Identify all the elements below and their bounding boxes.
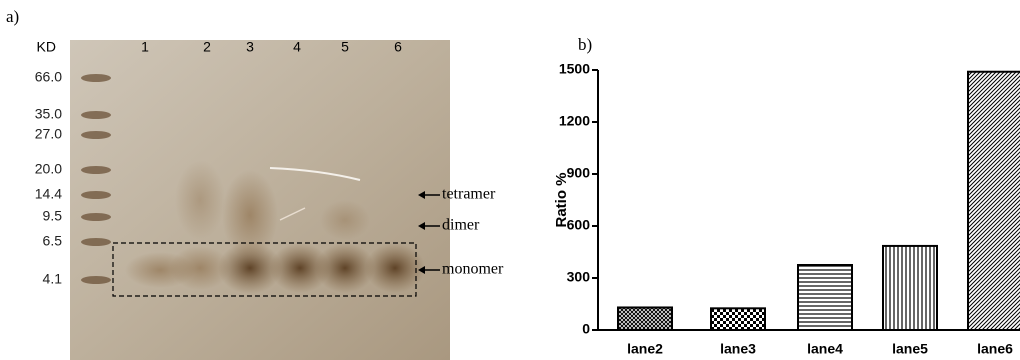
lane-label: 3 [246, 39, 254, 55]
page: {"gel": {"panel_label": "a)", "marker_he… [0, 0, 1020, 360]
annotation: monomer [442, 261, 504, 278]
marker-label: 20.0 [35, 161, 62, 177]
lane-label: 2 [203, 39, 211, 55]
x-tick-label: lane4 [807, 341, 843, 357]
marker-label: 27.0 [35, 126, 62, 142]
annotation: dimer [442, 217, 480, 234]
bar [883, 246, 937, 330]
bar [711, 308, 765, 330]
ladder-band [81, 213, 111, 221]
ladder-band [81, 166, 111, 174]
lane-label: 6 [394, 39, 402, 55]
ladder-band [81, 238, 111, 246]
ladder-band [81, 131, 111, 139]
ladder-band [81, 111, 111, 119]
ladder-band [81, 191, 111, 199]
marker-label: 4.1 [43, 271, 63, 287]
ladder-band [81, 74, 111, 82]
y-tick-label: 600 [567, 217, 591, 233]
x-tick-label: lane3 [720, 341, 756, 357]
x-tick-label: lane2 [627, 341, 663, 357]
marker-label: 6.5 [43, 233, 63, 249]
x-tick-label: lane6 [977, 341, 1013, 357]
panel-label: b) [578, 35, 592, 54]
lane-label: 5 [341, 39, 349, 55]
y-tick-label: 300 [567, 269, 591, 285]
marker-header: KD [37, 39, 56, 55]
marker-label: 14.4 [35, 186, 62, 202]
lane-label: 4 [293, 39, 301, 55]
y-tick-label: 1200 [559, 113, 590, 129]
annotation: tetramer [442, 186, 496, 203]
figure: a) KD b) Ratio % 66.035.027.020.014.49.5… [0, 0, 1020, 360]
gel-image [70, 40, 450, 360]
ladder-band [81, 276, 111, 284]
bar [968, 72, 1020, 330]
bar [798, 265, 852, 330]
bar [618, 307, 672, 330]
y-tick-label: 900 [567, 165, 591, 181]
y-tick-label: 1500 [559, 61, 590, 77]
marker-label: 9.5 [43, 208, 63, 224]
marker-label: 35.0 [35, 106, 62, 122]
y-tick-label: 0 [582, 321, 590, 337]
panel-label: a) [6, 7, 19, 26]
x-tick-label: lane5 [892, 341, 928, 357]
lane-label: 1 [141, 39, 149, 55]
marker-label: 66.0 [35, 69, 62, 85]
